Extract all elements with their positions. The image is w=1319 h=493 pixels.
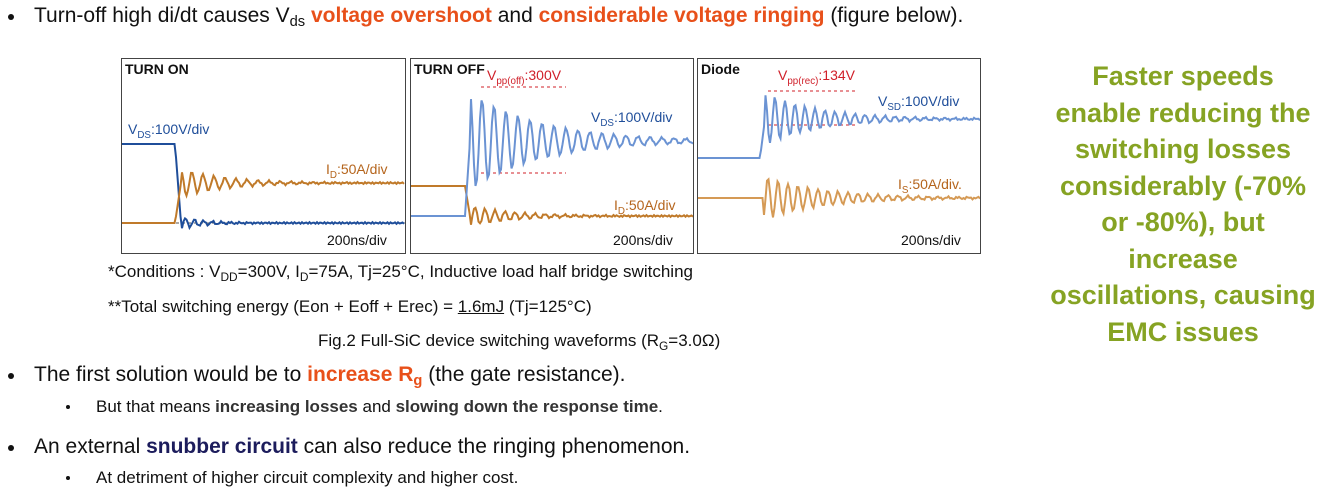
label: Vpp(rec):134V: [778, 67, 855, 87]
trace: [411, 99, 693, 217]
bullet: [66, 405, 70, 409]
bullet: [8, 445, 14, 451]
bullet: [8, 14, 14, 20]
side-note: Faster speeds enable reducing the switch…: [1050, 61, 1316, 347]
label: VSD:100V/div: [878, 93, 960, 113]
label: VDS:100V/div: [128, 121, 210, 141]
waveform-panel: Diode Vpp(rec):134V VSD:100V/div IS:50A/…: [697, 58, 981, 254]
panel-title: TURN ON: [125, 61, 189, 77]
bullet-text: Turn-off high di/dt causes Vds voltage o…: [34, 4, 964, 30]
trace: [698, 177, 980, 218]
panel-title: Diode: [701, 61, 740, 77]
trace: [411, 185, 693, 225]
label: IS:50A/div.: [898, 176, 962, 196]
waveform-panel: TURN ON VDS:100V/div ID:50A/div 200ns/di…: [121, 58, 406, 254]
waveform-panel: TURN OFF Vpp(off):300V VDS:100V/div ID:5…: [410, 58, 694, 254]
label: ID:50A/div: [326, 161, 388, 181]
trace: [698, 95, 980, 159]
label: ID:50A/div: [614, 197, 676, 217]
bullet-text: The first solution would be to increase …: [34, 363, 626, 389]
waveform: [698, 90, 980, 218]
bullet: [8, 373, 14, 379]
energy: **Total switching energy (Eon + Eoff + E…: [108, 297, 592, 316]
trace: [122, 171, 405, 224]
bullet: [66, 476, 70, 480]
trace: [122, 143, 405, 231]
sub-bullet-text: But that means increasing losses and slo…: [96, 397, 663, 416]
caption: Fig.2 Full-SiC device switching waveform…: [318, 331, 721, 353]
label: 200ns/div: [327, 232, 387, 248]
label: VDS:100V/div: [591, 109, 673, 129]
panel-title: TURN OFF: [414, 61, 485, 77]
label: 200ns/div: [901, 232, 961, 248]
bullet-text: An external snubber circuit can also red…: [34, 435, 691, 458]
sub-bullet-text: At detriment of higher circuit complexit…: [96, 468, 519, 487]
conditions: *Conditions : VDD=300V, ID=75A, Tj=25°C,…: [108, 262, 693, 284]
label: 200ns/div: [613, 232, 673, 248]
waveform: [411, 86, 693, 225]
waveform: [122, 143, 405, 231]
label: Vpp(off):300V: [487, 67, 562, 87]
